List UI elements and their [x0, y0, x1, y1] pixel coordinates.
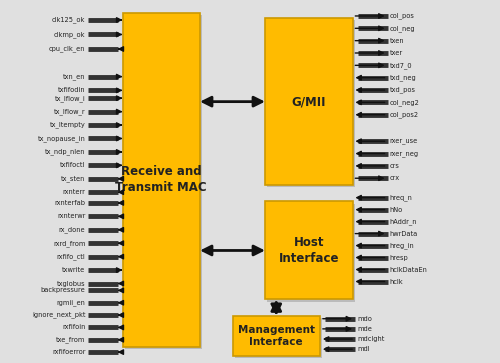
FancyBboxPatch shape	[267, 20, 354, 187]
Text: tx_lflow_r: tx_lflow_r	[54, 108, 86, 115]
Text: txd_pos: txd_pos	[390, 87, 415, 93]
Text: col_neg2: col_neg2	[390, 99, 420, 106]
Text: Receive and
Transmit MAC: Receive and Transmit MAC	[116, 165, 207, 194]
Text: rxnterwr: rxnterwr	[57, 213, 86, 219]
Text: rxrd_from: rxrd_from	[53, 240, 86, 246]
Text: mdo: mdo	[357, 316, 372, 322]
Text: rxer_use: rxer_use	[390, 138, 418, 144]
Text: mde: mde	[357, 326, 372, 332]
Text: txfifodin: txfifodin	[58, 87, 86, 93]
Text: txglobus: txglobus	[57, 281, 86, 286]
Text: backpressure: backpressure	[40, 287, 86, 293]
Text: txer: txer	[390, 50, 402, 56]
Text: txen: txen	[390, 38, 404, 44]
Text: mdl: mdl	[357, 346, 370, 352]
Text: clkmp_ok: clkmp_ok	[54, 31, 86, 38]
Text: clk125_ok: clk125_ok	[52, 17, 86, 23]
Text: hreq_n: hreq_n	[390, 194, 412, 201]
Text: tx_nopause_in: tx_nopause_in	[38, 135, 86, 142]
Text: tx_lflow_i: tx_lflow_i	[54, 95, 86, 102]
FancyBboxPatch shape	[124, 15, 202, 349]
Text: cpu_clk_en: cpu_clk_en	[49, 46, 86, 52]
Text: txd7_0: txd7_0	[390, 62, 412, 69]
Text: tx_sten: tx_sten	[61, 175, 86, 182]
Text: hresp: hresp	[390, 254, 408, 261]
Text: rxnterr: rxnterr	[62, 189, 86, 195]
Text: tx_ndp_nlen: tx_ndp_nlen	[45, 148, 86, 155]
Text: G/MII: G/MII	[292, 95, 326, 108]
Text: txe_from: txe_from	[56, 337, 86, 343]
Text: hclkDataEn: hclkDataEn	[390, 266, 428, 273]
Text: col_pos2: col_pos2	[390, 111, 418, 118]
Text: mdclght: mdclght	[357, 336, 384, 342]
Text: hclk: hclk	[390, 278, 403, 285]
Text: txd_neg: txd_neg	[390, 74, 416, 81]
Text: Host
Interface: Host Interface	[278, 236, 339, 265]
FancyBboxPatch shape	[265, 18, 352, 185]
Text: col_neg: col_neg	[390, 25, 415, 32]
Text: rxnterfab: rxnterfab	[54, 200, 86, 206]
Text: rxfifoin: rxfifoin	[62, 325, 86, 330]
Text: crs: crs	[390, 163, 400, 169]
Text: hNo: hNo	[390, 207, 403, 213]
Text: txwrite: txwrite	[62, 267, 86, 273]
Text: hAddr_n: hAddr_n	[390, 218, 417, 225]
Text: col_pos: col_pos	[390, 13, 414, 19]
Text: Management
Interface: Management Interface	[238, 325, 315, 347]
Text: rxer_neg: rxer_neg	[390, 151, 418, 156]
Text: hreg_in: hreg_in	[390, 242, 414, 249]
FancyBboxPatch shape	[267, 204, 354, 302]
Text: txn_en: txn_en	[63, 73, 86, 80]
Text: rxfifoerror: rxfifoerror	[52, 349, 86, 355]
Text: hwrData: hwrData	[390, 231, 418, 237]
Text: tx_ltempty: tx_ltempty	[50, 122, 86, 129]
FancyBboxPatch shape	[232, 316, 320, 356]
Text: ignore_next_pkt: ignore_next_pkt	[32, 312, 86, 318]
FancyBboxPatch shape	[234, 318, 322, 358]
Text: rgmii_en: rgmii_en	[56, 299, 86, 306]
FancyBboxPatch shape	[122, 13, 200, 347]
Text: crx: crx	[390, 175, 400, 181]
Text: rx_done: rx_done	[59, 227, 86, 233]
Text: txfifoctl: txfifoctl	[60, 162, 86, 168]
Text: rxfifo_ctl: rxfifo_ctl	[56, 253, 86, 260]
FancyBboxPatch shape	[265, 201, 352, 299]
